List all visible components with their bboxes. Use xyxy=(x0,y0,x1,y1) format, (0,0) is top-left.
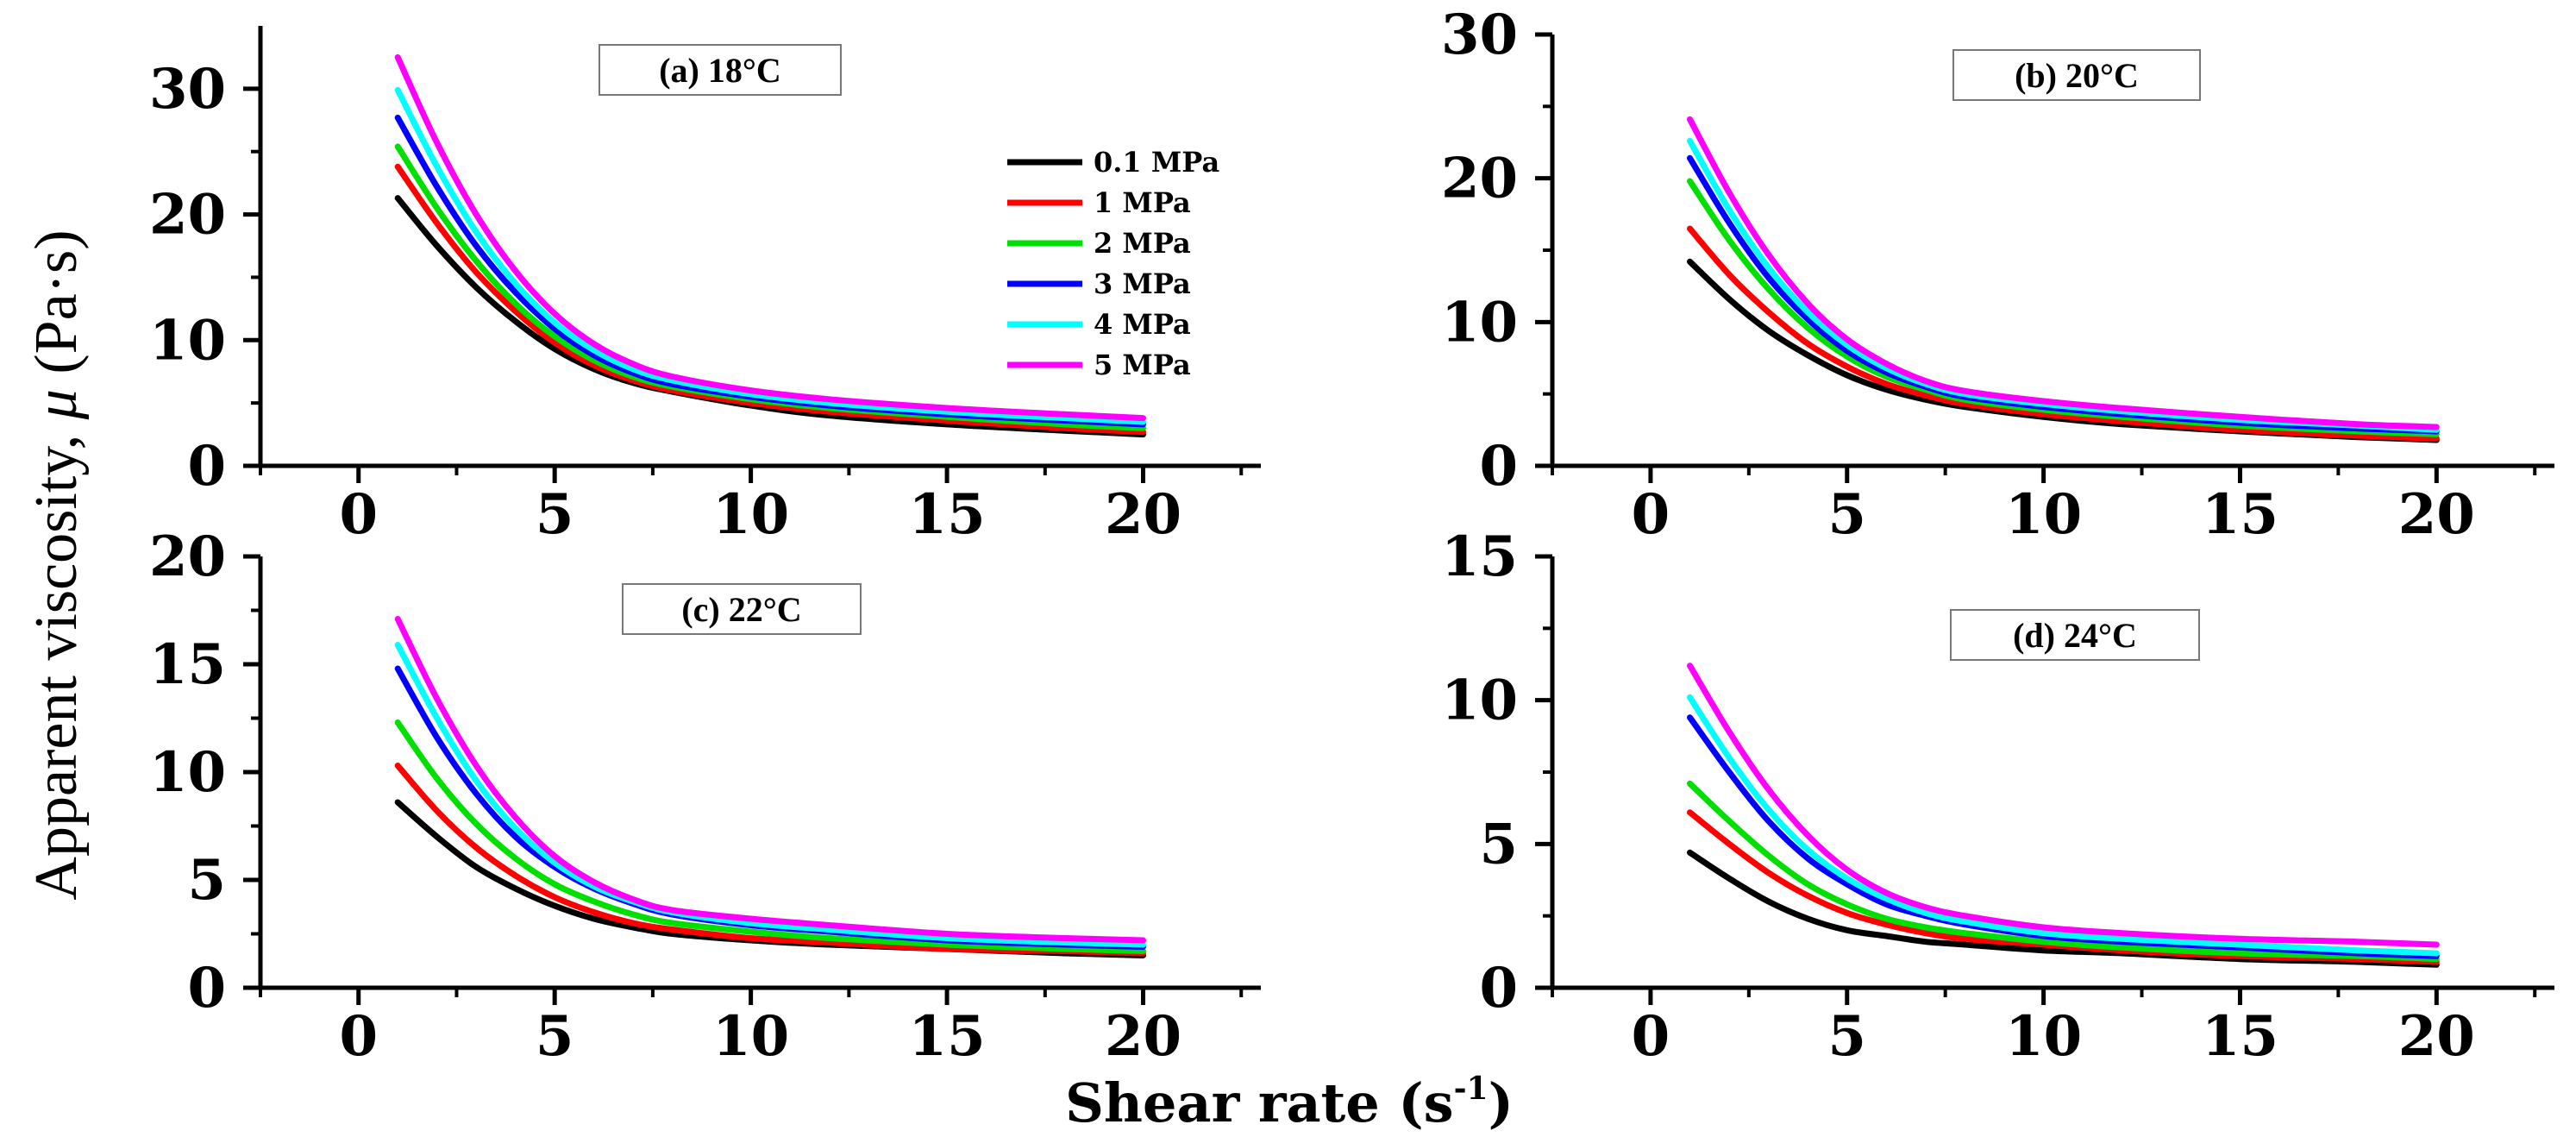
series-line-1-mpa xyxy=(394,763,1146,957)
panel-title: (a) 18°C xyxy=(659,51,781,90)
x-tick-label: 0 xyxy=(339,1004,378,1069)
x-tick-label: 15 xyxy=(909,482,986,547)
series-line-4-mpa xyxy=(1687,694,2440,957)
x-tick-label: 5 xyxy=(1827,1004,1866,1069)
panel-title: (c) 22°C xyxy=(681,590,801,629)
x-tick-label: 0 xyxy=(1632,1004,1670,1069)
series-line-1-mpa xyxy=(394,163,1146,436)
series-line-5-mpa xyxy=(1687,116,2440,430)
series-line-4-mpa xyxy=(394,86,1146,425)
y-tick-label: 5 xyxy=(187,848,226,913)
x-tick-label: 5 xyxy=(536,482,574,547)
x-tick-label: 5 xyxy=(536,1004,574,1069)
panel-title-box xyxy=(599,44,842,96)
y-tick-label: 0 xyxy=(187,434,226,499)
x-tick-label: 0 xyxy=(1632,482,1670,547)
y-tick-label: 10 xyxy=(149,740,226,805)
y-axis-label: Apparent viscosity, μ (Pa·s) xyxy=(23,229,90,900)
legend-label: 2 MPa xyxy=(1094,227,1191,260)
x-tick-label: 20 xyxy=(2398,482,2475,547)
panel-title: (d) 24°C xyxy=(2013,616,2137,655)
y-tick-label: 10 xyxy=(149,308,226,373)
series-line-3-mpa xyxy=(1687,714,2440,959)
legend-label: 1 MPa xyxy=(1094,186,1191,219)
x-tick-label: 5 xyxy=(1827,482,1866,547)
panel-a: 0 5 10 15 20 0 10 20 30 (a) 18°C xyxy=(149,26,1261,547)
x-axis-label-main: Shear rate (s xyxy=(1065,1071,1453,1134)
x-axis-label-superscript: -1 xyxy=(1454,1071,1489,1107)
y-tick-label: 0 xyxy=(1479,956,1518,1021)
series-line-2-mpa xyxy=(394,719,1146,954)
panel-title-box xyxy=(1950,609,2200,661)
x-tick-label: 10 xyxy=(2005,482,2082,547)
x-tick-label: 20 xyxy=(1105,482,1181,547)
panel-c: 0 5 10 15 20 0 5 10 15 20 (c) 22°C xyxy=(149,525,1261,1069)
legend-label: 5 MPa xyxy=(1094,349,1191,381)
y-tick-label: 10 xyxy=(1441,669,1518,733)
y-tick-label: 15 xyxy=(1441,525,1518,589)
y-tick-label: 20 xyxy=(149,183,226,248)
y-tick-label: 5 xyxy=(1479,812,1518,876)
y-tick-label: 20 xyxy=(149,525,226,589)
y-tick-label: 15 xyxy=(149,632,226,697)
x-tick-label: 20 xyxy=(1105,1004,1181,1069)
x-axis-label-close: ) xyxy=(1489,1071,1514,1134)
legend-label: 0.1 MPa xyxy=(1094,146,1219,179)
series-line-4-mpa xyxy=(394,642,1146,948)
x-tick-label: 15 xyxy=(2202,482,2278,547)
series-line-5-mpa xyxy=(1687,663,2440,948)
x-tick-label: 20 xyxy=(2398,1004,2475,1069)
y-tick-label: 10 xyxy=(1441,290,1518,355)
y-tick-label: 20 xyxy=(1441,147,1518,211)
series-line-4-mpa xyxy=(1687,137,2440,433)
series-line-2-mpa xyxy=(1687,780,2440,963)
legend-label: 3 MPa xyxy=(1094,267,1191,300)
series-line-5-mpa xyxy=(394,53,1146,422)
panel-title-box xyxy=(622,583,862,635)
x-axis-label: Shear rate (s-1) xyxy=(1065,1071,1514,1134)
x-tick-label: 10 xyxy=(712,482,789,547)
y-tick-label: 0 xyxy=(1479,434,1518,499)
series-line-5-mpa xyxy=(394,616,1146,944)
y-axis-label-symbol: μ xyxy=(23,389,90,420)
y-axis-label-prefix: Apparent viscosity, xyxy=(23,419,90,900)
panel-b: 0 5 10 15 20 0 10 20 30 (b) 20°C xyxy=(1441,3,2554,547)
panels: 0 5 10 15 20 0 10 20 30 (a) 18°C 0 5 10 15 20 0 10 20 30 (b… xyxy=(149,3,2554,1069)
x-tick-label: 15 xyxy=(2202,1004,2278,1069)
series-line-1-mpa xyxy=(1687,225,2440,442)
panel-d: 0 5 10 15 20 0 5 10 15 (d) 24°C xyxy=(1441,525,2554,1069)
y-tick-label: 30 xyxy=(1441,3,1518,67)
y-tick-label: 0 xyxy=(187,956,226,1021)
panel-title-box xyxy=(1952,49,2201,101)
legend: 0.1 MPa 1 MPa 2 MPa 3 MPa 4 MPa 5 MPa xyxy=(1007,146,1219,381)
y-tick-label: 30 xyxy=(149,57,226,122)
x-tick-label: 10 xyxy=(2005,1004,2082,1069)
y-axis-label-unit: (Pa·s) xyxy=(23,229,90,389)
legend-label: 4 MPa xyxy=(1094,308,1191,341)
x-tick-label: 15 xyxy=(909,1004,986,1069)
panel-title: (b) 20°C xyxy=(2015,56,2139,95)
x-tick-label: 10 xyxy=(712,1004,789,1069)
x-tick-label: 0 xyxy=(339,482,378,547)
